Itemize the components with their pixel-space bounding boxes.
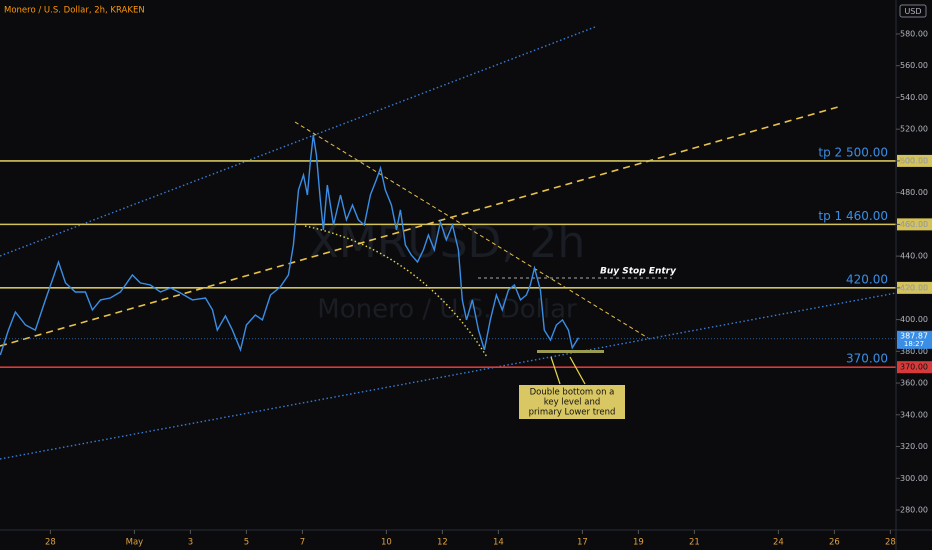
- x-tick-label: 28: [45, 538, 56, 548]
- note-line: key level and: [544, 398, 601, 408]
- x-tick-label: 12: [437, 538, 448, 548]
- level-tag: [897, 361, 932, 374]
- watermark: Monero / U.S. Dollar: [317, 295, 577, 325]
- level-label: 370.00: [846, 352, 888, 366]
- last-price-tag: [897, 330, 932, 349]
- level-tag-label: 420.00: [900, 283, 928, 292]
- y-tick-label: 280.00: [900, 506, 928, 515]
- level-tag: [897, 154, 932, 167]
- x-tick-label: 14: [493, 538, 504, 548]
- arrow: [569, 356, 586, 385]
- y-tick-label: 540.00: [900, 93, 928, 102]
- double-bottom-zone: [537, 350, 604, 353]
- x-tick-label: May: [126, 538, 144, 548]
- currency-box: [899, 4, 927, 18]
- plot: [0, 134, 896, 356]
- y-tick-label: 500.00: [900, 156, 928, 165]
- level-tag-label: 370.00: [900, 363, 928, 372]
- level-tag: [897, 281, 932, 294]
- level-label: 420.00: [846, 272, 888, 286]
- arrow: [550, 356, 561, 385]
- level-tag-label: 460.00: [900, 220, 928, 229]
- watermark: XMRUSD, 2h: [309, 217, 586, 268]
- y-tick-label: 560.00: [900, 61, 928, 70]
- trend-line: [0, 106, 839, 347]
- last-price-label: 387.87: [900, 331, 928, 340]
- axis: 280.00 300.00 320.00 340.00 360.00 380.00 400.…: [45, 29, 932, 548]
- x-tick-label: 10: [381, 538, 392, 548]
- x-tick-label: 26: [829, 538, 840, 548]
- levels: tp 2 500.00 500.00 tp 1 460.00 460.00 420.00…: [0, 145, 932, 374]
- level-label: tp 1 460.00: [818, 209, 888, 223]
- note-line: Double bottom on a: [530, 388, 615, 398]
- currency: USD: [904, 7, 921, 16]
- y-tick-label: 360.00: [900, 379, 928, 388]
- curve: [304, 225, 488, 358]
- y-tick-label: 480.00: [900, 188, 928, 197]
- trend-line: [294, 121, 649, 339]
- y-tick-label: 400.00: [900, 315, 928, 324]
- x-tick-label: 3: [188, 538, 193, 548]
- level-label: tp 2 500.00: [818, 145, 888, 159]
- x-tick-label: 5: [244, 538, 249, 548]
- level-tag: [897, 218, 932, 231]
- y-tick-label: 320.00: [900, 442, 928, 451]
- x-tick-label: 21: [689, 538, 700, 548]
- x-tick-label: 19: [633, 538, 644, 548]
- y-tick-label: 520.00: [900, 125, 928, 134]
- countdown: 18:27: [904, 340, 924, 348]
- note-box: [519, 385, 625, 419]
- y-tick-label: 460.00: [900, 220, 928, 229]
- y-tick-label: 380.00: [900, 347, 928, 356]
- y-tick-label: 340.00: [900, 410, 928, 419]
- y-tick-label: 580.00: [900, 29, 928, 38]
- x-tick-label: 28: [885, 538, 896, 548]
- level-tag-label: 500.00: [900, 156, 928, 165]
- x-tick-label: 24: [773, 538, 784, 548]
- note-line: primary Lower trend: [529, 408, 616, 418]
- x-tick-label: 7: [300, 538, 305, 548]
- buy-stop-label: Buy Stop Entry: [600, 267, 677, 277]
- x-tick-label: 17: [577, 538, 588, 548]
- y-tick-label: 440.00: [900, 252, 928, 261]
- chart-title: Monero / U.S. Dollar, 2h, KRAKEN: [4, 6, 145, 16]
- y-tick-label: 420.00: [900, 283, 928, 292]
- price-line: [0, 134, 580, 356]
- y-tick-label: 300.00: [900, 474, 928, 483]
